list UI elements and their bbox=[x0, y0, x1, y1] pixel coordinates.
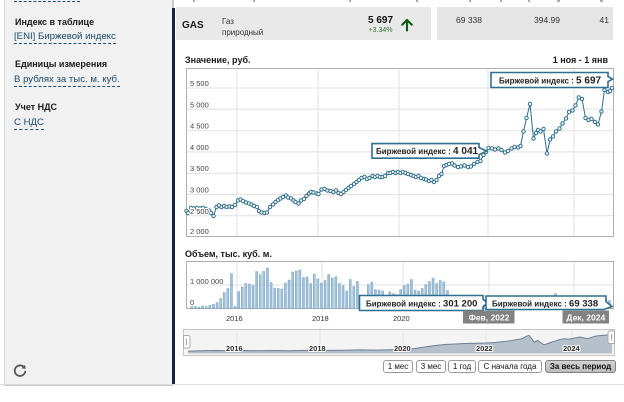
svg-text:2 500: 2 500 bbox=[190, 207, 209, 216]
svg-text:2 000: 2 000 bbox=[190, 227, 209, 236]
svg-text:2024: 2024 bbox=[563, 344, 581, 353]
svg-text:Биржевой индекс : 301 200: Биржевой индекс : 301 200 bbox=[366, 299, 477, 310]
svg-text:2022: 2022 bbox=[476, 344, 493, 353]
svg-text:2016: 2016 bbox=[226, 344, 243, 353]
svg-text:Биржевой индекс : 4 041: Биржевой индекс : 4 041 bbox=[376, 146, 479, 157]
svg-text:4 500: 4 500 bbox=[190, 122, 209, 131]
svg-text:Биржевой индекс : 5 697: Биржевой индекс : 5 697 bbox=[499, 76, 602, 87]
svg-text:2018: 2018 bbox=[309, 344, 326, 353]
svg-text:5 500: 5 500 bbox=[190, 79, 209, 88]
svg-text:3 500: 3 500 bbox=[190, 164, 209, 173]
svg-text:Дек, 2024: Дек, 2024 bbox=[566, 313, 605, 323]
svg-text:3 000: 3 000 bbox=[190, 186, 209, 195]
svg-text:4 000: 4 000 bbox=[190, 143, 209, 152]
svg-text:Биржевой индекс : 69 338: Биржевой индекс : 69 338 bbox=[492, 299, 598, 310]
svg-text:2016: 2016 bbox=[226, 314, 243, 323]
svg-text:1 000 000: 1 000 000 bbox=[190, 277, 223, 286]
svg-text:5 000: 5 000 bbox=[190, 100, 209, 109]
svg-text:2020: 2020 bbox=[394, 344, 411, 353]
svg-text:Фев, 2022: Фев, 2022 bbox=[469, 313, 510, 323]
svg-text:2018: 2018 bbox=[312, 314, 329, 323]
svg-text:0: 0 bbox=[190, 298, 194, 307]
svg-text:2020: 2020 bbox=[393, 314, 410, 323]
